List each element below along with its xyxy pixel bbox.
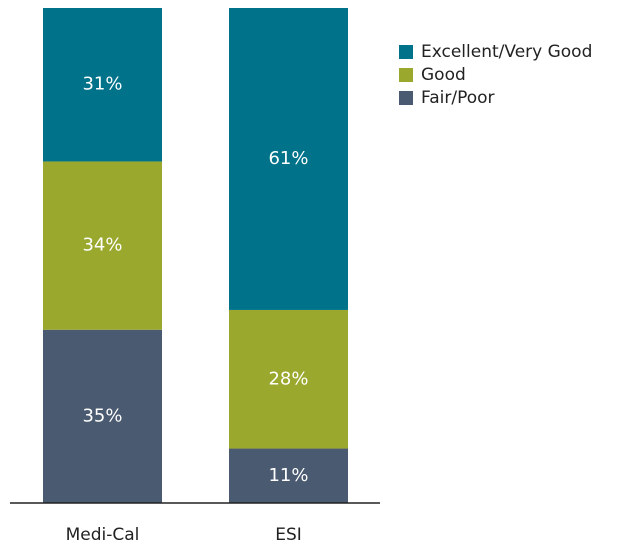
x-tick-label: ESI <box>275 525 302 545</box>
value-label: 61% <box>268 148 308 169</box>
value-label: 34% <box>82 235 122 256</box>
legend-swatch <box>399 91 413 105</box>
value-label: 11% <box>268 465 308 486</box>
value-label: 35% <box>82 405 122 426</box>
legend-swatch <box>399 68 413 82</box>
bar-segment <box>229 448 348 503</box>
value-label: 28% <box>268 368 308 389</box>
bar-segment <box>229 309 348 449</box>
bar-segment <box>43 8 162 162</box>
bar-segment <box>229 8 348 310</box>
x-tick-label: Medi-Cal <box>66 525 140 545</box>
value-label: 31% <box>82 74 122 95</box>
legend-swatch <box>399 45 413 59</box>
legend-label: Excellent/Very Good <box>421 42 592 62</box>
legend-label: Good <box>421 65 466 85</box>
legend-label: Fair/Poor <box>421 88 495 108</box>
bar-segment <box>43 161 162 330</box>
bar-segment <box>43 329 162 503</box>
